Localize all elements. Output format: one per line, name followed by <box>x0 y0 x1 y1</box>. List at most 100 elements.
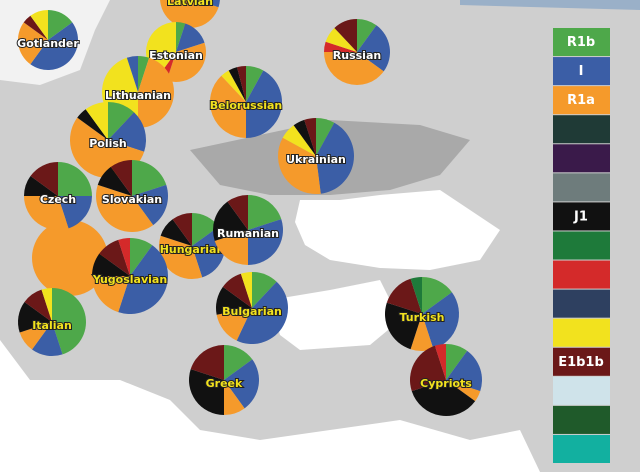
pie-slice <box>52 288 86 355</box>
pie-slice <box>118 238 130 276</box>
pie-slice <box>138 56 150 92</box>
legend-swatch <box>553 28 610 57</box>
legend-swatch <box>553 376 610 405</box>
pie-label: Latvian <box>167 0 213 8</box>
legend-swatch <box>553 202 610 231</box>
legend-swatch <box>553 260 610 289</box>
pie-slice <box>221 70 246 102</box>
pie-label: Slovakian <box>102 193 162 206</box>
pie-label: Belorussian <box>210 99 283 112</box>
pie-slice <box>210 75 246 138</box>
pie-slice <box>30 162 58 196</box>
legend-swatch <box>553 86 610 115</box>
pie-slice <box>213 201 248 241</box>
pie-slice <box>422 277 452 314</box>
pie-slice <box>95 184 154 233</box>
pie-slice <box>248 195 282 230</box>
pie-slice <box>224 380 245 415</box>
pie-slice <box>166 42 206 83</box>
pie-label: Greek <box>206 377 243 390</box>
pie-label: Polish <box>89 137 127 150</box>
pie-slice <box>411 380 476 416</box>
legend-swatch <box>553 289 610 318</box>
pie-slice <box>48 10 73 40</box>
pie-slice <box>30 22 79 71</box>
pie-label: Czech <box>40 193 76 206</box>
pie-slice <box>196 0 220 8</box>
pie-slice <box>58 196 92 229</box>
pie-label: Estonian <box>149 49 203 62</box>
pie-slice <box>32 322 63 356</box>
pie-slice <box>97 166 132 196</box>
pie-slice <box>132 160 167 196</box>
pie-label: Bulgarian <box>222 305 282 318</box>
pie-slice <box>324 52 384 86</box>
pie-slice <box>446 344 468 380</box>
pie-slice <box>410 314 434 351</box>
pie-slice <box>85 102 108 140</box>
legend-label: J1 <box>573 209 588 224</box>
pie-slice <box>446 380 481 402</box>
map-edge <box>460 0 640 10</box>
legend-label: R1a <box>567 93 595 108</box>
pie-slice <box>357 19 377 52</box>
pie-slice <box>176 22 186 52</box>
pie-slice <box>77 109 108 140</box>
pie-label: Russian <box>333 49 381 62</box>
legend-swatch <box>553 405 610 434</box>
aegean-sea <box>270 280 400 350</box>
pie-label: Gotlander <box>17 37 79 50</box>
pie-slice <box>17 302 53 333</box>
legend-swatch <box>553 231 610 260</box>
pie-slice <box>172 213 192 246</box>
pie-slice <box>108 102 135 140</box>
mediterranean-sea <box>0 340 540 472</box>
pie-slice <box>214 230 248 265</box>
pie-slice <box>24 196 69 230</box>
pie-slice <box>240 272 252 308</box>
pie-slice <box>357 25 390 72</box>
pie-slice <box>130 238 153 276</box>
pie-slice <box>410 277 422 314</box>
pie-slice <box>434 344 446 380</box>
legend-swatch <box>553 347 610 376</box>
pie-slice <box>30 10 48 40</box>
pie-slice <box>224 359 259 409</box>
pie-slice <box>190 345 224 380</box>
pie-slice <box>126 56 138 92</box>
pie-slice <box>316 122 355 194</box>
legend-label: I <box>579 64 584 79</box>
pie-slice <box>92 253 130 276</box>
pie-slice <box>118 245 168 314</box>
pie-slice <box>246 66 264 102</box>
pie-slice <box>216 286 252 315</box>
pie-slice <box>386 278 422 314</box>
pie-slice <box>316 118 335 156</box>
pie-label: Rumanian <box>217 227 279 240</box>
pie-slice <box>248 219 283 265</box>
pie-slice <box>138 57 174 129</box>
pie-slice <box>385 302 422 350</box>
pie-label: Cypriots <box>420 377 472 390</box>
pie-slice <box>216 308 252 341</box>
pie-slice <box>237 66 246 102</box>
pie-slice <box>325 27 357 52</box>
pie-slice <box>19 322 52 350</box>
pie-label: Lithuanian <box>105 89 171 102</box>
pie-slice <box>23 15 48 40</box>
pie-label: Yugoslavian <box>92 273 167 286</box>
pie-slice <box>252 272 277 308</box>
pie-slice <box>228 67 246 102</box>
legend-label: E1b1b <box>558 355 604 370</box>
pie-label: Ukrainian <box>286 153 346 166</box>
legend-swatch <box>553 57 610 86</box>
pie-slice <box>293 119 316 156</box>
pie-slice <box>277 137 321 195</box>
pie-slice <box>222 273 252 308</box>
pie-slice <box>92 276 130 313</box>
pie-slice <box>132 184 169 226</box>
pie-slice <box>304 118 316 156</box>
pie-slice <box>192 213 219 246</box>
pie-slice <box>446 350 482 392</box>
